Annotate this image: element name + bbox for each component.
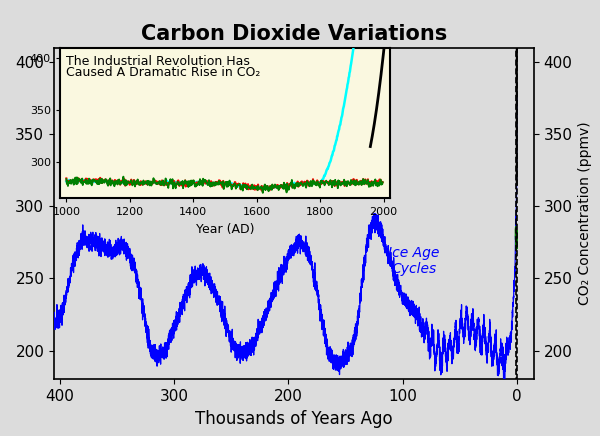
Text: The Industrial Revolution Has: The Industrial Revolution Has [67, 55, 250, 68]
Text: Ice Age
Cycles: Ice Age Cycles [388, 246, 440, 276]
X-axis label: Thousands of Years Ago: Thousands of Years Ago [195, 409, 393, 428]
Y-axis label: CO₂ Concentration (ppmv): CO₂ Concentration (ppmv) [578, 122, 592, 306]
Text: Caused A Dramatic Rise in CO₂: Caused A Dramatic Rise in CO₂ [67, 65, 261, 78]
Title: Carbon Dioxide Variations: Carbon Dioxide Variations [141, 24, 447, 44]
X-axis label: Year (AD): Year (AD) [196, 223, 254, 236]
